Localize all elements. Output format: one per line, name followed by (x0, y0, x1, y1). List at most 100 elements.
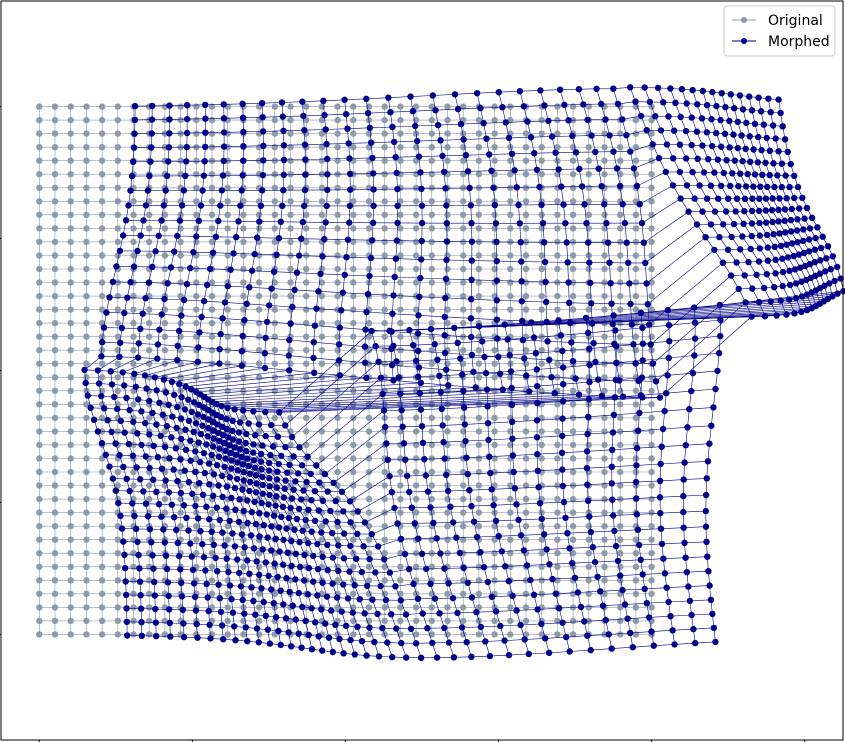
original-point (522, 617, 530, 625)
morphed-point (84, 392, 92, 399)
original-point (255, 225, 263, 232)
morphed-point (470, 368, 477, 376)
morphed-point (495, 89, 502, 96)
original-point (334, 225, 341, 232)
morphed-point (236, 569, 243, 577)
morphed-point (418, 219, 426, 227)
morphed-point (682, 442, 689, 449)
morphed-point (148, 116, 156, 123)
morphed-point (385, 94, 392, 101)
morphed-point (408, 504, 415, 511)
morphed-point (244, 519, 251, 527)
morphed-point (210, 492, 217, 499)
morphed-point (112, 487, 120, 494)
original-point (83, 225, 90, 232)
morphed-point (241, 316, 248, 324)
morphed-point (164, 579, 172, 586)
morphed-point (202, 567, 209, 574)
morphed-point (118, 324, 126, 332)
morphed-column-line (453, 89, 795, 656)
original-point (381, 211, 388, 218)
original-point (648, 333, 655, 340)
morphed-point (231, 444, 238, 451)
morphed-point (731, 157, 738, 164)
morphed-point (681, 459, 688, 466)
original-point (98, 360, 106, 367)
morphed-point (484, 403, 491, 410)
morphed-point (163, 565, 171, 573)
morphed-point (787, 160, 794, 168)
original-point (617, 428, 624, 435)
morphed-point (614, 100, 622, 108)
original-point (83, 144, 90, 151)
morphed-point (299, 218, 307, 226)
morphed-point (257, 202, 265, 209)
morphed-point (266, 475, 273, 482)
original-point (130, 238, 137, 246)
morphed-point (203, 441, 210, 448)
morphed-point (437, 389, 444, 396)
original-point (601, 550, 608, 557)
morphed-point (166, 102, 173, 109)
original-point (569, 292, 577, 300)
original-point (303, 441, 310, 449)
morphed-point (719, 259, 727, 266)
original-point (303, 211, 310, 218)
original-point (83, 455, 90, 462)
morphed-point (584, 632, 591, 639)
original-point (648, 252, 655, 259)
morphed-point (203, 503, 210, 510)
morphed-point (639, 357, 646, 364)
morphed-point (542, 298, 550, 306)
morphed-point (764, 244, 771, 251)
original-point (632, 333, 640, 340)
morphed-row-line (125, 197, 803, 224)
morphed-point (232, 637, 239, 644)
original-point (617, 441, 624, 449)
morphed-point (288, 537, 295, 545)
morphed-column-line (264, 88, 643, 658)
morphed-point (151, 374, 159, 381)
morphed-point (285, 629, 292, 636)
morphed-point (544, 338, 551, 345)
original-point (475, 333, 483, 340)
original-point (67, 103, 74, 110)
morphed-point (254, 234, 261, 241)
original-point (114, 279, 122, 286)
original-point (98, 184, 106, 191)
morphed-point (706, 582, 713, 589)
morphed-point (287, 504, 294, 512)
original-point (98, 604, 106, 611)
morphed-point (414, 595, 422, 602)
morphed-point (160, 376, 168, 383)
original-point (350, 333, 357, 340)
morphed-point (648, 628, 655, 635)
morphed-point (756, 219, 763, 227)
morphed-point (214, 568, 221, 575)
original-point (428, 144, 435, 151)
morphed-point (468, 502, 475, 510)
morphed-point (252, 472, 260, 479)
original-point (255, 292, 263, 300)
original-point (303, 495, 310, 503)
morphed-point (826, 280, 833, 287)
original-point (632, 252, 640, 259)
morphed-point (268, 285, 275, 292)
morphed-point (270, 600, 277, 607)
morphed-point (362, 326, 369, 333)
morphed-point (280, 156, 288, 164)
original-point (177, 103, 184, 110)
morphed-point (301, 202, 308, 210)
original-point (83, 184, 90, 191)
morphed-point (213, 400, 220, 408)
original-point (36, 577, 43, 584)
morphed-point (682, 155, 690, 162)
original-point (365, 428, 373, 435)
morphed-point (335, 542, 342, 549)
morphed-point (613, 359, 620, 366)
original-point (554, 482, 561, 489)
original-point (177, 441, 184, 449)
morphed-point (106, 463, 113, 470)
original-point (98, 252, 106, 259)
morphed-point (341, 96, 348, 104)
